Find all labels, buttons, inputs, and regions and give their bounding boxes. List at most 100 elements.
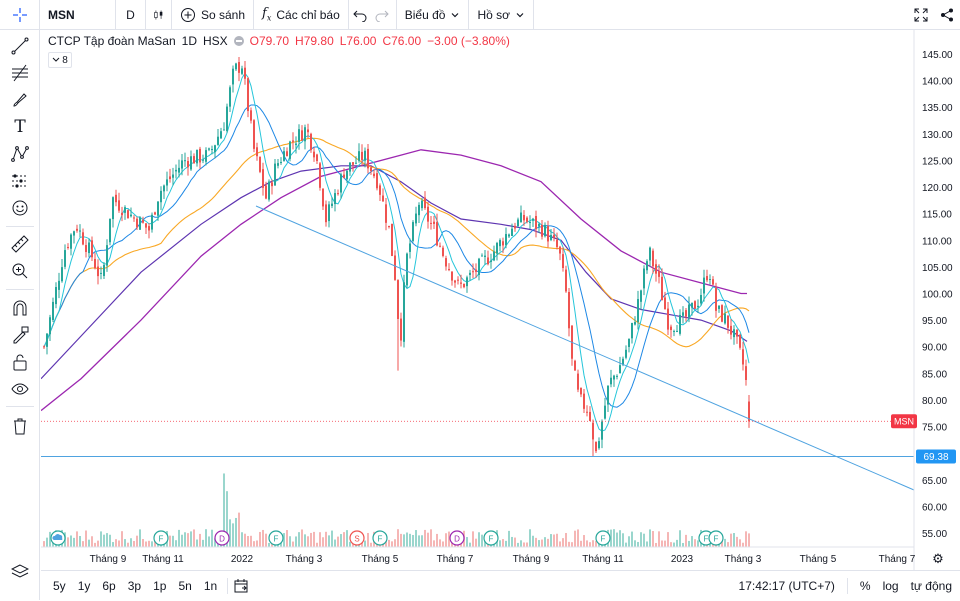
indicators-button[interactable]: fx Các chỉ báo bbox=[254, 0, 349, 30]
candle bbox=[655, 264, 657, 274]
candle bbox=[244, 67, 246, 79]
volume-bar bbox=[514, 537, 516, 547]
date-range-icon[interactable] bbox=[228, 571, 254, 601]
range-5y[interactable]: 5y bbox=[53, 578, 66, 593]
pattern-icon[interactable] bbox=[6, 142, 34, 166]
share-icon[interactable] bbox=[934, 0, 960, 30]
clock-time[interactable]: 17:42:17 (UTC+7) bbox=[738, 578, 835, 593]
range-5n[interactable]: 5n bbox=[178, 578, 192, 593]
percent-toggle[interactable]: % bbox=[859, 578, 871, 593]
candle bbox=[628, 338, 630, 347]
volume-bar bbox=[313, 531, 315, 547]
price-chart[interactable]: 145.00 140.00 135.00 130.00 125.00 120.00 115.… bbox=[41, 30, 960, 570]
log-toggle[interactable]: log bbox=[882, 578, 899, 593]
candle bbox=[154, 212, 156, 215]
candle bbox=[283, 151, 285, 161]
compare-button[interactable]: So sánh bbox=[172, 0, 255, 30]
volume-bar bbox=[595, 540, 597, 547]
volume-bar bbox=[310, 532, 312, 547]
price-tick-label: 140.00 bbox=[922, 77, 953, 88]
lock-drawings-icon[interactable] bbox=[6, 323, 34, 347]
market-status-icon bbox=[233, 36, 244, 46]
candles-icon[interactable] bbox=[146, 0, 172, 30]
volume-bar bbox=[115, 539, 117, 547]
layers-icon[interactable] bbox=[6, 560, 34, 584]
toolbar-divider bbox=[6, 406, 34, 407]
text-tool-icon[interactable]: T bbox=[14, 117, 26, 137]
range-1p[interactable]: 1p bbox=[153, 578, 167, 593]
undo-icon[interactable] bbox=[349, 0, 371, 30]
event-marker-icon[interactable] bbox=[268, 530, 284, 546]
lock-icon[interactable] bbox=[6, 350, 34, 374]
candle bbox=[124, 207, 126, 213]
ruler-icon[interactable] bbox=[6, 232, 34, 256]
range-3p[interactable]: 3p bbox=[127, 578, 142, 593]
prediction-icon[interactable] bbox=[6, 169, 34, 193]
volume-bar bbox=[88, 539, 90, 547]
event-marker-icon[interactable] bbox=[372, 530, 388, 546]
settings-gear-icon[interactable]: ⚙ bbox=[932, 552, 944, 567]
redo-icon[interactable] bbox=[371, 0, 397, 30]
event-marker-icon[interactable] bbox=[214, 530, 230, 546]
indicators-toggle[interactable]: 8 bbox=[48, 52, 72, 68]
candle bbox=[175, 169, 177, 172]
candle bbox=[697, 305, 699, 308]
candle bbox=[634, 322, 636, 325]
trash-icon[interactable] bbox=[6, 414, 34, 438]
candle bbox=[256, 147, 258, 157]
candle bbox=[220, 131, 222, 139]
volume-bar bbox=[103, 534, 105, 547]
price-tick-label: 75.00 bbox=[922, 423, 947, 434]
legend-change: −3.00 (−3.80%) bbox=[427, 34, 510, 48]
chart-type-dropdown[interactable]: Biểu đồ bbox=[397, 0, 470, 30]
ma-mid-line bbox=[43, 137, 750, 348]
eye-icon[interactable] bbox=[6, 377, 34, 401]
candle bbox=[721, 305, 723, 322]
range-1y[interactable]: 1y bbox=[77, 578, 91, 593]
candle bbox=[604, 405, 606, 419]
trend-line[interactable] bbox=[255, 205, 915, 491]
event-marker-icon[interactable] bbox=[483, 530, 499, 546]
volume-bar bbox=[340, 534, 342, 547]
zoom-in-icon[interactable] bbox=[6, 259, 34, 283]
auto-scale-toggle[interactable]: tự động bbox=[910, 578, 952, 593]
volume-bar bbox=[610, 529, 612, 547]
candle bbox=[412, 222, 414, 241]
volume-bar bbox=[685, 534, 687, 547]
event-marker-icon[interactable] bbox=[449, 530, 465, 546]
fullscreen-icon[interactable] bbox=[908, 0, 934, 30]
candle bbox=[130, 214, 132, 217]
crosshair-icon[interactable] bbox=[0, 0, 40, 30]
event-marker-icon[interactable] bbox=[708, 530, 724, 546]
volume-bar bbox=[547, 538, 549, 547]
legend-interval: 1D bbox=[181, 34, 197, 48]
volume-bar bbox=[625, 542, 627, 547]
range-6p[interactable]: 6p bbox=[102, 578, 116, 593]
interval-button[interactable]: D bbox=[116, 0, 146, 30]
profile-dropdown[interactable]: Hồ sơ bbox=[469, 0, 534, 30]
symbol-search-button[interactable]: MSN bbox=[40, 0, 116, 30]
time-axis: Tháng 9 Tháng 11 2022 Tháng 3 Tháng 5 Tháng 7… bbox=[41, 546, 944, 567]
volume-bar bbox=[586, 540, 588, 547]
volume-bar bbox=[538, 540, 540, 547]
brush-icon[interactable] bbox=[6, 88, 34, 112]
candle bbox=[469, 272, 471, 275]
event-marker-icon[interactable] bbox=[153, 530, 169, 546]
range-1n[interactable]: 1n bbox=[203, 578, 218, 593]
volume-bar bbox=[646, 541, 648, 547]
volume-bar bbox=[112, 542, 114, 547]
compare-label: So sánh bbox=[201, 7, 246, 22]
volume-bar bbox=[133, 540, 135, 547]
emoji-icon[interactable] bbox=[6, 196, 34, 220]
candle bbox=[184, 160, 186, 162]
candle bbox=[73, 231, 75, 236]
candle bbox=[121, 212, 123, 216]
event-marker-icon[interactable] bbox=[349, 530, 365, 546]
candle bbox=[85, 245, 87, 252]
trend-line-icon[interactable] bbox=[6, 34, 34, 58]
magnet-icon[interactable] bbox=[6, 296, 34, 320]
fib-tool-icon[interactable] bbox=[6, 61, 34, 85]
candle bbox=[448, 269, 450, 271]
event-marker-icon[interactable] bbox=[595, 530, 611, 546]
candle bbox=[523, 214, 525, 221]
